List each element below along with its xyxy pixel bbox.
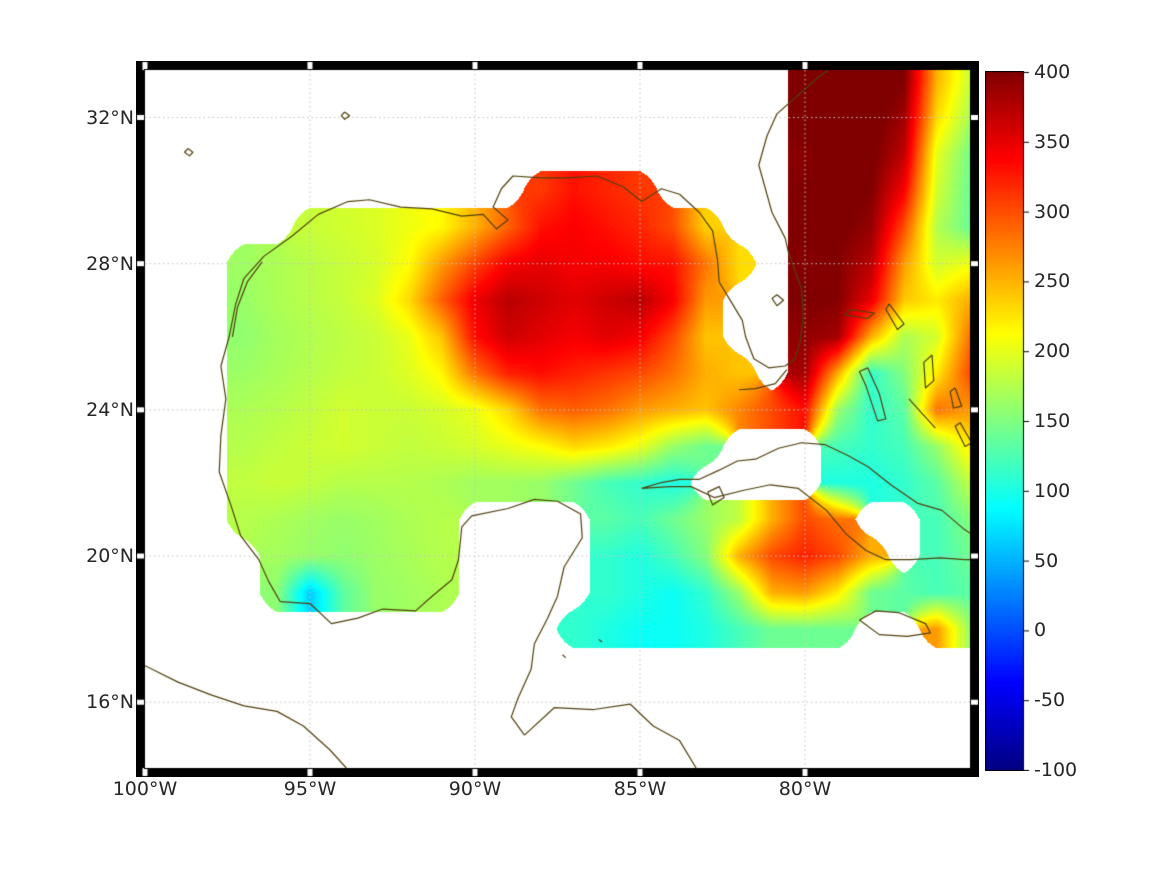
y-tick-label: 28°N — [86, 252, 134, 275]
y-tick-label: 16°N — [86, 691, 134, 714]
colorbar-tick-label: 400 — [1034, 61, 1071, 83]
colorbar-tick-label: 100 — [1034, 479, 1071, 502]
y-tick-label: 24°N — [86, 398, 134, 421]
colorbar-tick-label: 0 — [1034, 619, 1047, 642]
colorbar-tick-label: 300 — [1034, 200, 1071, 223]
colorbar-tick-label: -100 — [1034, 759, 1078, 781]
x-tick-label: 90°W — [448, 778, 502, 800]
colorbar-tick-label: 200 — [1034, 340, 1071, 363]
colorbar-tick-label: -50 — [1034, 689, 1066, 712]
colorbar-tick-label: 350 — [1034, 130, 1071, 153]
colorbar-tick-label: 50 — [1034, 549, 1059, 572]
x-tick-label: 100°W — [112, 778, 178, 800]
geo-heatmap-canvas — [136, 61, 979, 777]
x-tick-label: 80°W — [778, 778, 832, 800]
x-tick-label: 95°W — [283, 778, 337, 800]
colorbar-tick-label: 250 — [1034, 270, 1071, 293]
y-tick-label: 32°N — [86, 106, 134, 129]
colorbar-tick-label: 150 — [1034, 410, 1071, 432]
x-tick-label: 85°W — [613, 778, 667, 800]
colorbar — [985, 71, 1045, 771]
y-tick-label: 20°N — [86, 545, 134, 568]
